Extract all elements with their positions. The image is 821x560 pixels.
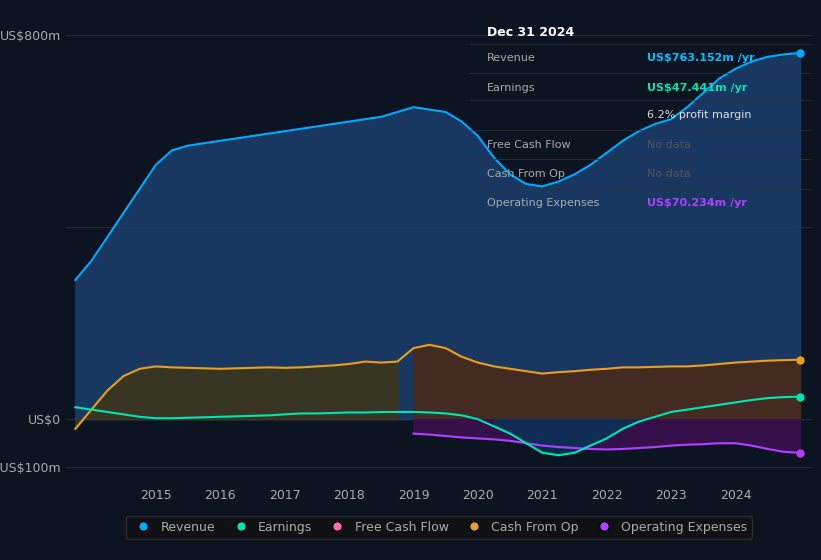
Text: 6.2% profit margin: 6.2% profit margin xyxy=(647,110,751,120)
Text: Dec 31 2024: Dec 31 2024 xyxy=(487,26,574,39)
Text: Earnings: Earnings xyxy=(487,83,535,93)
Text: Free Cash Flow: Free Cash Flow xyxy=(487,139,571,150)
Text: No data: No data xyxy=(647,139,690,150)
Text: Cash From Op: Cash From Op xyxy=(487,169,565,179)
Text: US$763.152m /yr: US$763.152m /yr xyxy=(647,53,754,63)
Text: No data: No data xyxy=(647,169,690,179)
Text: US$70.234m /yr: US$70.234m /yr xyxy=(647,198,746,208)
Text: Operating Expenses: Operating Expenses xyxy=(487,198,599,208)
Text: US$47.441m /yr: US$47.441m /yr xyxy=(647,83,747,93)
Legend: Revenue, Earnings, Free Cash Flow, Cash From Op, Operating Expenses: Revenue, Earnings, Free Cash Flow, Cash … xyxy=(126,516,753,539)
Text: Revenue: Revenue xyxy=(487,53,535,63)
